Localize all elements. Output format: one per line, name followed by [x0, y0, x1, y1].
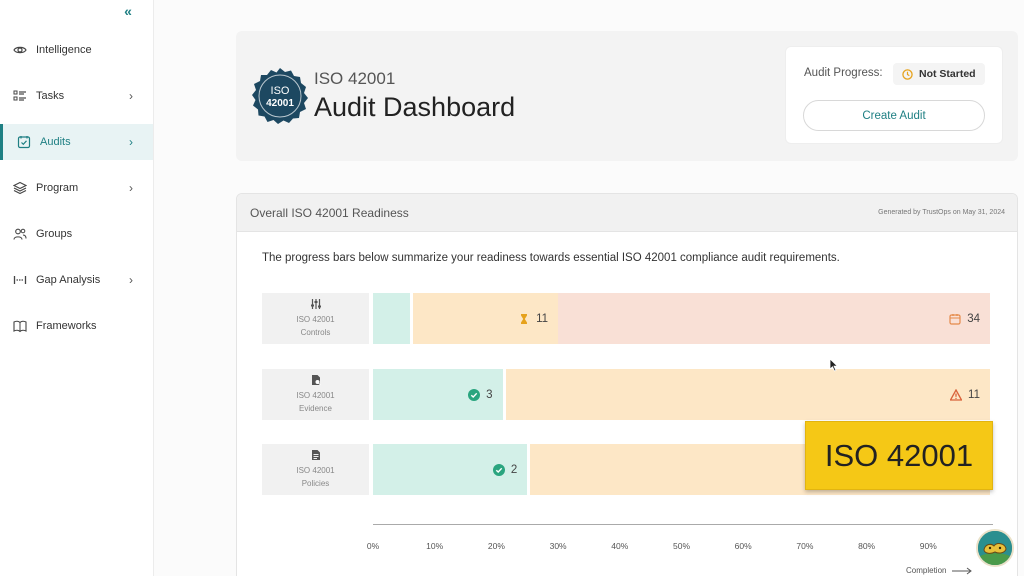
gap-analysis-icon — [13, 273, 27, 287]
row-label-line1: ISO 42001 — [296, 315, 335, 324]
iso-overlay-label: ISO 42001 — [805, 421, 993, 490]
sidebar-item-label: Tasks — [36, 90, 65, 102]
users-icon — [13, 227, 27, 241]
segment-count: 11 — [968, 388, 980, 401]
bar-segment-complete[interactable] — [373, 293, 411, 344]
sidebar-item-groups[interactable]: Groups — [0, 216, 153, 252]
create-audit-button[interactable]: Create Audit — [803, 100, 985, 131]
hourglass-icon — [518, 313, 530, 325]
row-label-policies: ISO 42001 Policies — [262, 444, 369, 495]
x-tick-label: 60% — [734, 541, 752, 551]
x-axis-line — [373, 524, 993, 525]
completion-text: Completion — [906, 566, 947, 575]
sidebar-item-label: Audits — [40, 136, 71, 148]
iso-badge-icon: ISO 42001 — [251, 67, 309, 125]
sidebar-item-audits[interactable]: Audits › — [0, 124, 153, 160]
audit-header-card: ISO 42001 ISO 42001 Audit Dashboard Audi… — [236, 31, 1018, 161]
avatar[interactable] — [976, 529, 1014, 567]
badge-line1: ISO — [271, 85, 290, 97]
x-tick-label: 90% — [919, 541, 937, 551]
row-label-evidence: ISO 42001 Evidence — [262, 369, 369, 420]
bar-segment-not-started[interactable]: 34 — [558, 293, 990, 344]
warning-icon — [950, 388, 963, 401]
row-label-line1: ISO 42001 — [296, 391, 335, 400]
x-tick-label: 10% — [426, 541, 444, 551]
policy-doc-icon — [311, 450, 320, 460]
completion-axis-label: Completion — [906, 566, 973, 575]
chevron-right-icon: › — [129, 135, 133, 149]
segment-count: 2 — [510, 463, 518, 476]
chevron-right-icon: › — [129, 273, 133, 287]
segment-count: 3 — [486, 388, 493, 401]
x-tick-label: 80% — [858, 541, 876, 551]
segment-count: 34 — [967, 312, 980, 325]
sidebar-item-label: Program — [36, 182, 79, 194]
page-title: Audit Dashboard — [314, 92, 516, 122]
audit-progress-label: Audit Progress: — [804, 67, 883, 79]
check-circle-icon — [468, 388, 481, 401]
status-text: Not Started — [919, 68, 976, 80]
bar-segment-in-progress[interactable]: 11 — [413, 293, 559, 344]
collapse-sidebar-icon[interactable]: « — [124, 3, 132, 19]
check-circle-icon — [492, 463, 505, 476]
task-list-icon — [13, 89, 27, 103]
readiness-card-header: Overall ISO 42001 Readiness Generated by… — [237, 194, 1017, 232]
arrow-right-icon — [952, 567, 973, 574]
x-tick-label: 40% — [611, 541, 629, 551]
layers-icon — [13, 181, 27, 195]
sidebar-item-label: Groups — [36, 228, 73, 240]
status-badge: Not Started — [893, 63, 985, 85]
calendar-icon — [949, 313, 961, 325]
x-tick-label: 20% — [487, 541, 505, 551]
row-label-line1: ISO 42001 — [296, 466, 335, 475]
bar-segment-in-progress[interactable]: 11 — [505, 369, 990, 420]
sidebar: « Intelligence Tasks › Audits › Program … — [0, 0, 154, 576]
sidebar-item-label: Gap Analysis — [36, 274, 101, 286]
sliders-icon — [310, 299, 321, 309]
readiness-title: Overall ISO 42001 Readiness — [250, 206, 409, 220]
clock-icon — [902, 68, 913, 80]
sidebar-item-tasks[interactable]: Tasks › — [0, 78, 153, 114]
row-label-line2: Controls — [300, 328, 331, 337]
bar-segment-complete[interactable]: 2 — [373, 444, 528, 495]
audit-check-icon — [17, 135, 31, 149]
chevron-right-icon: › — [129, 181, 133, 195]
badge-line2: 42001 — [266, 98, 294, 109]
sidebar-item-label: Intelligence — [36, 44, 92, 56]
sidebar-item-frameworks[interactable]: Frameworks — [0, 308, 153, 344]
segment-count: 11 — [536, 312, 549, 325]
eye-icon — [13, 43, 27, 57]
sidebar-item-intelligence[interactable]: Intelligence — [0, 32, 153, 68]
audit-progress-card: Audit Progress: Not Started Create Audit — [785, 46, 1003, 144]
brand-mascot-icon — [978, 531, 1012, 565]
x-tick-label: 30% — [549, 541, 567, 551]
book-icon — [13, 319, 27, 333]
sidebar-item-gap-analysis[interactable]: Gap Analysis › — [0, 262, 153, 298]
row-label-line2: Policies — [301, 479, 330, 488]
evidence-doc-icon — [311, 375, 321, 386]
x-tick-label: 50% — [672, 541, 691, 551]
generated-note: Generated by TrustOps on May 31, 2024 — [878, 209, 1005, 216]
mouse-cursor-icon — [829, 358, 839, 372]
x-tick-label: 0% — [366, 541, 380, 551]
readiness-card: Overall ISO 42001 Readiness Generated by… — [236, 193, 1018, 576]
row-label-line2: Evidence — [299, 404, 332, 413]
chevron-right-icon: › — [129, 89, 133, 103]
page-subtitle: ISO 42001 — [314, 69, 396, 88]
sidebar-item-label: Frameworks — [36, 320, 97, 332]
row-label-controls: ISO 42001 Controls — [262, 293, 369, 344]
x-tick-label: 70% — [796, 541, 814, 551]
bar-segment-complete[interactable]: 3 — [373, 369, 503, 420]
readiness-description: The progress bars below summarize your r… — [262, 252, 840, 264]
sidebar-item-program[interactable]: Program › — [0, 170, 153, 206]
